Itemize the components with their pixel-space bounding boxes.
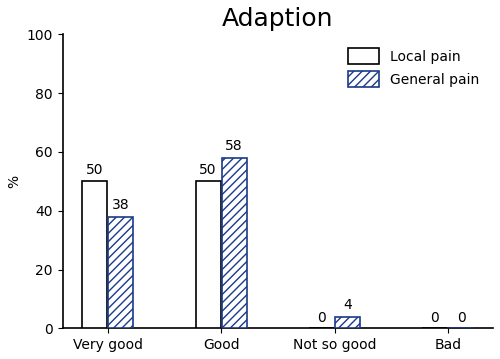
Text: 4: 4 <box>343 298 352 312</box>
Text: 0: 0 <box>456 311 466 325</box>
Title: Adaption: Adaption <box>222 7 334 31</box>
Legend: Local pain, General pain: Local pain, General pain <box>342 41 486 94</box>
Bar <box>108 216 133 328</box>
Text: 50: 50 <box>86 163 104 177</box>
Bar <box>222 158 246 328</box>
Text: 0: 0 <box>430 311 440 325</box>
Text: 0: 0 <box>317 311 326 325</box>
Text: 50: 50 <box>200 163 217 177</box>
Text: 58: 58 <box>226 139 243 153</box>
Bar <box>82 181 107 328</box>
Text: 38: 38 <box>112 198 130 212</box>
Bar <box>196 181 220 328</box>
Bar <box>335 317 360 328</box>
Y-axis label: %: % <box>7 175 21 188</box>
